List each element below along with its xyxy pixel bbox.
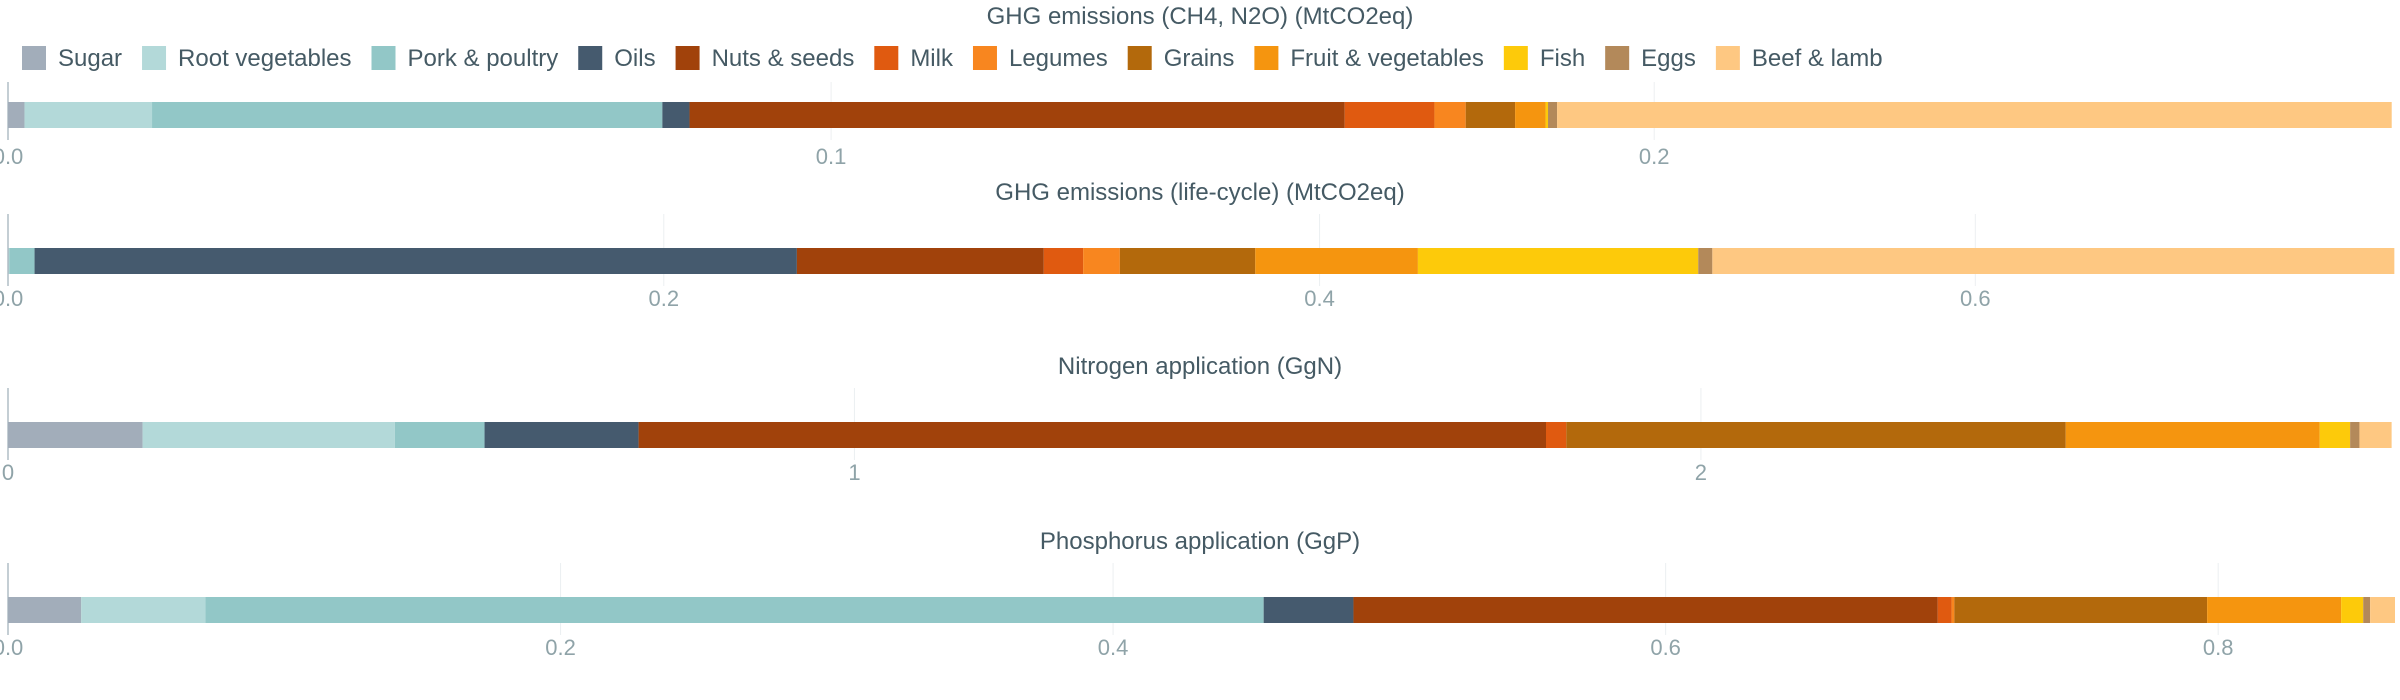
bar-segment-milk [1937,597,1952,623]
bar-segment-fruit-vegetables [2065,422,2320,448]
legend: Sugar Root vegetables Pork & poultry Oils Nu… [22,45,1883,72]
panel-title: GHG emissions (life-cycle) (MtCO2eq) [995,179,1404,206]
bar-segment-pork-poultry [205,597,1264,623]
panel-title: Phosphorus application (GgP) [1040,528,1360,555]
legend-swatch-fruit-vegetables [1254,46,1279,70]
bar-segment-pork-poultry [9,248,35,274]
bar-segment-legumes [1434,102,1466,128]
legend-swatch-beef-lamb [1715,46,1740,70]
x-tick-label: 1 [848,460,860,485]
bar-segment-legumes [1951,597,1955,623]
legend-label-nuts-seeds: Nuts & seeds [712,45,855,72]
bar-segment-nuts-seeds [796,248,1044,274]
bar-segment-fish [2341,597,2364,623]
legend-label-fruit-vegetables: Fruit & vegetables [1290,45,1483,72]
bar-segment-sugar [8,597,82,623]
legend-swatch-grains [1127,46,1152,70]
bar-segment-root-vegetables [81,597,206,623]
bar-segment-fruit-vegetables [2207,597,2342,623]
bar-segment-oils [662,102,690,128]
x-tick-label: 0.4 [1304,286,1335,311]
legend-label-pork-poultry: Pork & poultry [408,45,559,72]
legend-swatch-eggs [1605,46,1630,70]
bar-segment-pork-poultry [152,102,663,128]
bar-segment-root-vegetables [8,248,10,274]
bar-segment-milk [1546,422,1567,448]
bar-segment-eggs [1698,248,1713,274]
legend-label-beef-lamb: Beef & lamb [1752,45,1883,72]
x-tick-label: 0 [2,460,14,485]
legend-label-fish: Fish [1540,45,1585,72]
x-tick-label: 0.2 [648,286,679,311]
legend-swatch-oils [578,46,603,70]
x-tick-label: 0.4 [1098,635,1129,660]
bar-segment-legumes [1083,248,1120,274]
bar-segment-fruit-vegetables [1515,102,1546,128]
bar-segment-root-vegetables [24,102,153,128]
x-tick-label: 0.2 [1639,144,1670,169]
bar-segment-milk [1043,248,1084,274]
x-tick-label: 0.0 [0,286,23,311]
bar-segment-nuts-seeds [638,422,1547,448]
panel-title: GHG emissions (CH4, N2O) (MtCO2eq) [987,3,1414,30]
bar-segment-sugar [8,102,25,128]
bar-segment-oils [1263,597,1354,623]
bar-segment-beef-lamb [1557,102,2392,128]
legend-swatch-legumes [972,46,997,70]
legend-label-sugar: Sugar [58,45,122,72]
bar-segment-beef-lamb [2359,422,2392,448]
bar-segment-grains [1119,248,1256,274]
legend-swatch-nuts-seeds [675,46,700,70]
legend-label-eggs: Eggs [1641,45,1696,72]
bar-segment-grains [1566,422,2066,448]
panel-phosphorus-application-ggp: Phosphorus application (GgP) 0.0 0.2 0.4 0.6… [0,528,2395,660]
bar-segment-sugar [8,422,143,448]
legend-label-legumes: Legumes [1009,45,1108,72]
bar-segment-eggs [2363,597,2371,623]
bar-segment-eggs [2350,422,2360,448]
chart-panels: GHG emissions (CH4, N2O) (MtCO2eq) 0.0 0.1… [0,3,2395,660]
panel-ghg-emissions-ch4-n2o-mtco2eq: GHG emissions (CH4, N2O) (MtCO2eq) 0.0 0.1… [0,3,2392,169]
legend-label-milk: Milk [910,45,954,72]
bar-segment-grains [1465,102,1516,128]
panel-title: Nitrogen application (GgN) [1058,353,1342,380]
panel-nitrogen-application-ggn: Nitrogen application (GgN) 0 1 2 [2,353,2392,485]
legend-swatch-milk [874,46,899,70]
x-tick-label: 0.2 [545,635,576,660]
bar-segment-sugar [8,248,9,274]
bar-segment-pork-poultry [394,422,485,448]
x-tick-label: 0.0 [0,144,23,169]
bar-segment-eggs [1548,102,1558,128]
bar-segment-oils [34,248,797,274]
bar-segment-beef-lamb [2370,597,2395,623]
bar-segment-fish [2319,422,2351,448]
legend-label-root-vegetables: Root vegetables [178,45,351,72]
bar-segment-fruit-vegetables [1255,248,1418,274]
bar-segment-fish [1417,248,1699,274]
x-tick-label: 2 [1695,460,1707,485]
x-tick-label: 0.6 [1650,635,1681,660]
bar-segment-oils [484,422,639,448]
x-tick-label: 0.0 [0,635,23,660]
bar-segment-fish [1545,102,1549,128]
legend-swatch-root-vegetables [142,46,167,70]
legend-swatch-pork-poultry [371,46,396,70]
x-tick-label: 0.1 [816,144,847,169]
legend-label-oils: Oils [614,45,655,72]
bar-segment-nuts-seeds [689,102,1345,128]
bar-segment-grains [1954,597,2208,623]
x-tick-label: 0.8 [2203,635,2234,660]
panel-ghg-emissions-life-cycle-mtco2eq: GHG emissions (life-cycle) (MtCO2eq) 0.0 0… [0,179,2395,311]
legend-swatch-fish [1503,46,1528,70]
bar-segment-milk [1344,102,1435,128]
bar-segment-beef-lamb [1712,248,2395,274]
x-tick-label: 0.6 [1960,286,1991,311]
bar-segment-nuts-seeds [1353,597,1938,623]
legend-label-grains: Grains [1164,45,1235,72]
bar-segment-root-vegetables [142,422,395,448]
legend-swatch-sugar [22,46,46,70]
